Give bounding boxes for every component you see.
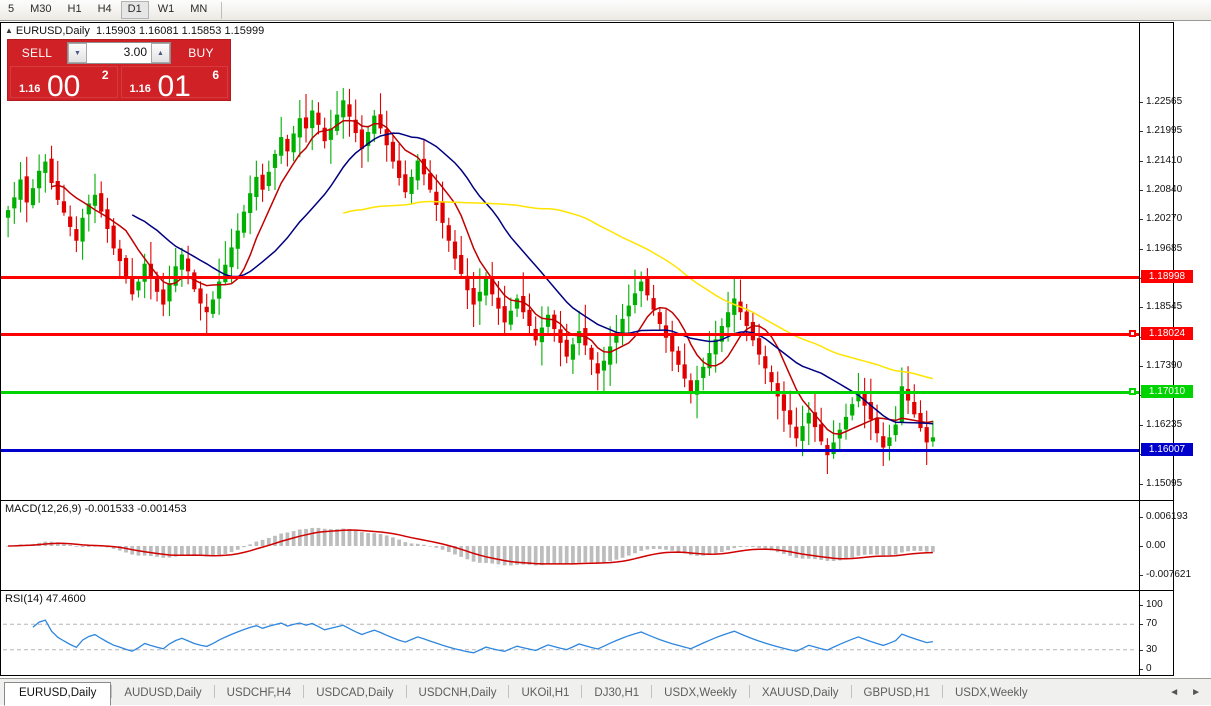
buy-price-display[interactable]: 1.16 01 6 — [120, 66, 228, 102]
tab-divider — [651, 685, 653, 698]
chart-tab-usdcnh-daily[interactable]: USDCNH,Daily — [418, 687, 497, 699]
collapse-icon[interactable]: ▲ — [5, 26, 13, 35]
tab-divider — [581, 685, 583, 698]
tab-divider — [405, 685, 407, 698]
rsi-chart-canvas — [3, 619, 1137, 654]
tab-divider — [508, 685, 510, 698]
macd-pane[interactable]: MACD(12,26,9) -0.001533 -0.001453 0.0061… — [1, 500, 1191, 590]
chart-tab-usdchf-h4[interactable]: USDCHF,H4 — [226, 687, 292, 699]
tab-scroll-prev-icon[interactable]: ◄ — [1169, 687, 1180, 698]
toolbar-divider — [221, 1, 223, 19]
chart-tab-usdcad-daily[interactable]: USDCAD,Daily — [316, 687, 394, 699]
price-pane[interactable]: ▲ EURUSD,Daily 1.15903 1.16081 1.15853 1.… — [1, 23, 1193, 500]
rsi-label: RSI(14) 47.4600 — [5, 593, 86, 605]
chart-tab-audusd-daily[interactable]: AUDUSD,Daily — [124, 687, 202, 699]
volume-decrease-icon[interactable]: ▼ — [68, 43, 87, 63]
level-line-support-green[interactable] — [1, 391, 1139, 394]
volume-stepper[interactable]: ▼ 3.00 ▲ — [67, 42, 171, 64]
tab-divider — [941, 685, 943, 698]
timeframe-mn[interactable]: MN — [190, 3, 208, 15]
level-handle-support-green[interactable] — [1129, 388, 1136, 395]
one-click-trading-panel[interactable]: SELL ▼ 3.00 ▲ BUY 1.16 00 2 1.16 01 6 — [7, 39, 231, 102]
chart-symbol: EURUSD,Daily — [15, 25, 90, 37]
chart-tab-gbpusd-h1[interactable]: GBPUSD,H1 — [863, 687, 930, 699]
macd-scale: 0.006193 0.00 -0.007621 — [1140, 501, 1191, 590]
level-line-resistance-1[interactable] — [1, 276, 1139, 279]
timeframe-h1[interactable]: H1 — [67, 3, 82, 15]
sell-button[interactable]: SELL — [21, 46, 53, 60]
chart-tab-usdx-weekly[interactable]: USDX,Weekly — [954, 687, 1028, 699]
price-scale[interactable]: 1.22565 1.21995 1.21410 1.20840 1.20270 1.196… — [1140, 23, 1182, 500]
chart-tab-dj30-h1[interactable]: DJ30,H1 — [594, 687, 640, 699]
volume-input[interactable]: 3.00 — [123, 45, 147, 59]
macd-chart-canvas — [6, 527, 935, 566]
chart-tab-xauusd-daily[interactable]: XAUUSD,Daily — [761, 687, 839, 699]
chart-tab-bar: EURUSD,Daily AUDUSD,Daily USDCHF,H4 USDCAD,… — [0, 678, 1211, 706]
chart-window: ▲ EURUSD,Daily 1.15903 1.16081 1.15853 1.… — [0, 22, 1193, 694]
buy-price-fraction: 6 — [212, 68, 219, 82]
level-line-current-blue[interactable] — [1, 449, 1139, 452]
chart-header: ▲ EURUSD,Daily 1.15903 1.16081 1.15853 1.… — [5, 25, 264, 37]
rsi-axis-separator — [1139, 591, 1140, 675]
price-axis-separator — [1139, 23, 1140, 500]
tab-scroll-next-icon[interactable]: ► — [1191, 687, 1201, 698]
level-price-tag-resistance-1: 1.18998 — [1141, 270, 1193, 283]
timeframe-toolbar: 5 M30 H1 H4 D1 W1 MN — [0, 0, 1211, 21]
tab-divider — [303, 685, 305, 698]
tab-divider — [748, 685, 750, 698]
sell-price-fraction: 2 — [101, 68, 109, 82]
tab-divider — [850, 685, 852, 698]
tab-divider — [111, 685, 113, 698]
sell-price-prefix: 1.16 — [19, 83, 41, 95]
tab-divider — [213, 685, 215, 698]
level-line-resistance-2[interactable] — [1, 333, 1139, 336]
timeframe-m30[interactable]: M30 — [30, 3, 52, 15]
timeframe-h4[interactable]: H4 — [97, 3, 112, 15]
chart-tab-ukoil-h1[interactable]: UKOil,H1 — [521, 687, 570, 699]
level-price-tag-current-blue: 1.16007 — [1141, 443, 1193, 456]
sell-price-display[interactable]: 1.16 00 2 — [10, 66, 118, 102]
timeframe-d1[interactable]: D1 — [120, 1, 149, 19]
tab-scroll-nav[interactable]: ◄ ► — [1169, 687, 1211, 705]
buy-price-big: 01 — [157, 70, 191, 103]
buy-button[interactable]: BUY — [188, 46, 214, 60]
chart-tab-usdx-weekly[interactable]: USDX,Weekly — [664, 687, 737, 699]
macd-axis-separator — [1139, 501, 1140, 590]
level-price-tag-support-green: 1.17010 — [1141, 385, 1193, 398]
volume-increase-icon[interactable]: ▲ — [151, 43, 170, 63]
sell-price-big: 00 — [47, 70, 81, 103]
rsi-pane[interactable]: RSI(14) 47.4600 100 70 30 0 — [1, 590, 1173, 675]
chart-ohlc: 1.15903 1.16081 1.15853 1.15999 — [96, 25, 265, 37]
level-handle-resistance-2[interactable] — [1129, 330, 1136, 337]
level-price-tag-resistance-2: 1.18024 — [1141, 327, 1193, 340]
timeframe-5[interactable]: 5 — [8, 3, 15, 15]
timeframe-w1[interactable]: W1 — [157, 3, 175, 15]
buy-price-prefix: 1.16 — [129, 83, 151, 95]
chart-tab-eurusd-daily[interactable]: EURUSD,Daily — [4, 682, 112, 706]
rsi-scale: 100 70 30 0 — [1140, 591, 1173, 675]
macd-label: MACD(12,26,9) -0.001533 -0.001453 — [5, 503, 187, 515]
